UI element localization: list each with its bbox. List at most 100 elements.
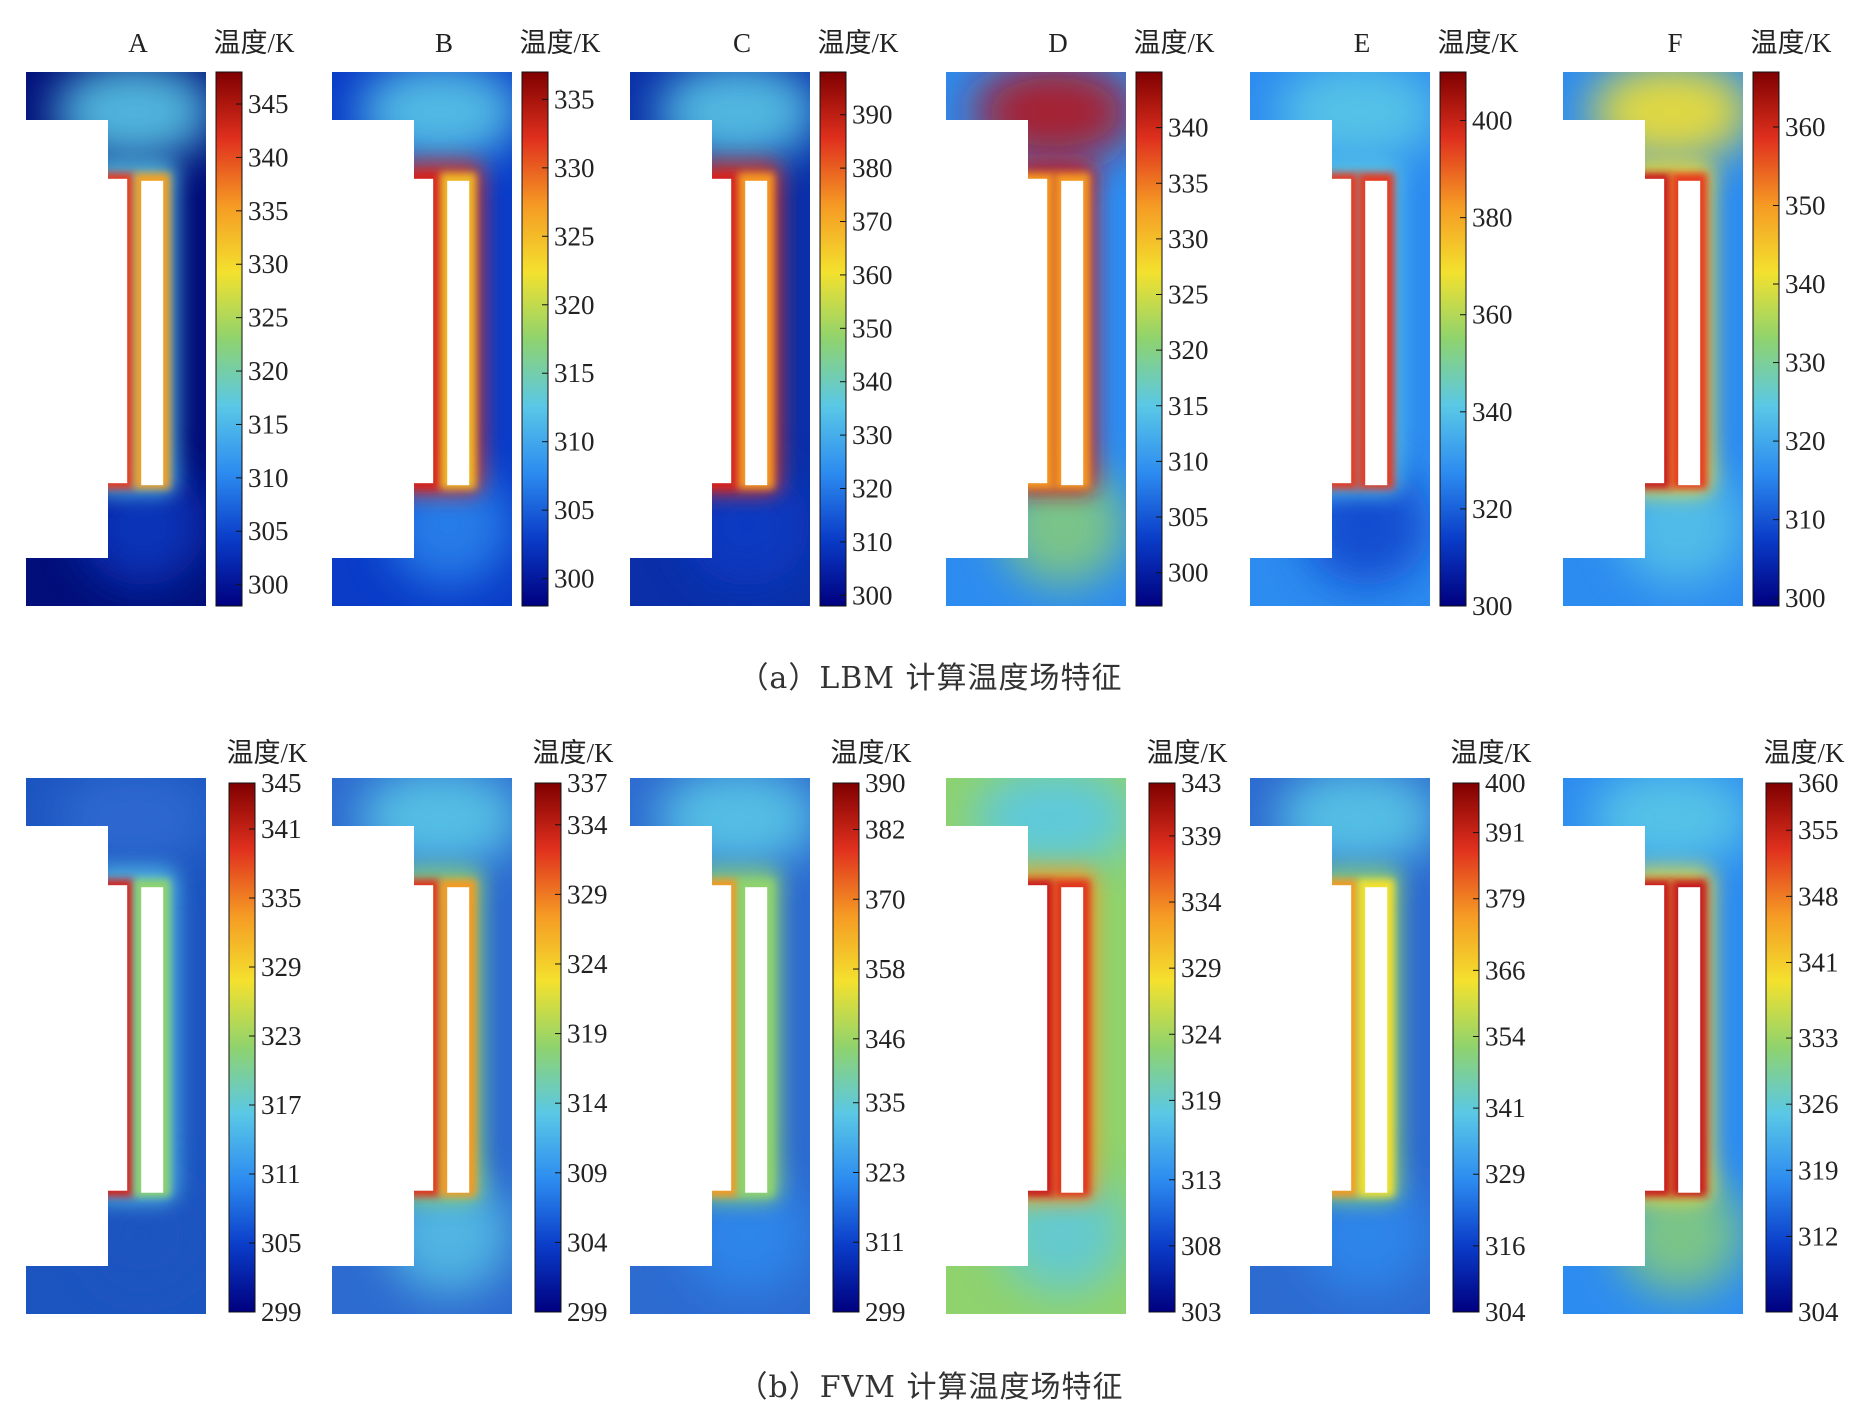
- colorbar-tick-label: 320: [1785, 426, 1826, 456]
- heater-rod: [1025, 885, 1048, 1191]
- colorbar-tick-label: 305: [554, 495, 595, 525]
- colorbar-tick-label: 400: [1472, 106, 1513, 136]
- colorbar-tick-label: 325: [248, 303, 289, 333]
- colorbar: [1135, 71, 1163, 607]
- colorbar-tick-label: 330: [1785, 348, 1826, 378]
- colorbar-tick-label: 299: [865, 1297, 906, 1327]
- colorbar-tick-label: 316: [1485, 1231, 1526, 1261]
- colorbar-tick-label: 400: [1485, 768, 1526, 798]
- panel-label: D: [1048, 28, 1068, 58]
- colorbar-tick-label: 346: [865, 1024, 906, 1054]
- colorbar-tick-label: 320: [554, 290, 595, 320]
- colorbar-tick-label: 335: [261, 883, 302, 913]
- colorbar: [1148, 782, 1176, 1313]
- panel-label: E: [1354, 28, 1371, 58]
- colorbar-tick-label: 311: [865, 1227, 905, 1257]
- colorbar-tick-label: 380: [852, 153, 893, 183]
- colorbar-tick-label: 324: [1181, 1019, 1222, 1049]
- colorbar-tick-label: 310: [1168, 446, 1209, 476]
- colorbar-tick-label: 330: [1168, 224, 1209, 254]
- colorbar: [228, 782, 256, 1313]
- heater-rod: [1642, 885, 1665, 1191]
- heater-rod: [447, 887, 470, 1193]
- heater-rod: [1642, 178, 1665, 484]
- colorbar-tick-label: 320: [1168, 335, 1209, 365]
- colorbar-tick-label: 308: [1181, 1231, 1222, 1261]
- colorbar-tick-label: 325: [554, 221, 595, 251]
- panel-label: B: [435, 28, 453, 58]
- heater-rod: [141, 887, 164, 1193]
- panel-lbm-3: C 温度/K 390 380 370 360 350 340 330 320 310 300: [630, 28, 899, 610]
- colorbar-title: 温度/K: [520, 28, 602, 58]
- colorbar-tick-label: 354: [1485, 1021, 1526, 1051]
- colorbar-tick-label: 382: [865, 815, 906, 845]
- heater-rod: [105, 885, 128, 1191]
- colorbar-tick-label: 305: [261, 1228, 302, 1258]
- heater-rod: [1329, 178, 1352, 484]
- colorbar-tick-label: 341: [1798, 947, 1839, 977]
- colorbar-tick-label: 310: [1785, 505, 1826, 535]
- colorbar: [1439, 71, 1467, 607]
- colorbar-tick-label: 325: [1168, 280, 1209, 310]
- panel-label: C: [733, 28, 751, 58]
- colorbar-tick-label: 335: [1168, 168, 1209, 198]
- panel-label: A: [128, 28, 148, 58]
- colorbar-tick-label: 300: [852, 580, 893, 610]
- heater-rod: [1061, 180, 1084, 486]
- colorbar-tick-label: 330: [554, 153, 595, 183]
- colorbar-tick-label: 300: [1168, 558, 1209, 588]
- colorbar-tick-label: 300: [1472, 591, 1513, 621]
- colorbar-tick-label: 360: [1472, 300, 1513, 330]
- colorbar: [534, 782, 562, 1313]
- colorbar: [1452, 782, 1480, 1313]
- colorbar-tick-label: 380: [1472, 203, 1513, 233]
- colorbar-tick-label: 303: [1181, 1297, 1222, 1327]
- colorbar-tick-label: 319: [1181, 1085, 1222, 1115]
- colorbar-tick-label: 310: [248, 463, 289, 493]
- panel-label: F: [1667, 28, 1682, 58]
- colorbar-tick-label: 310: [554, 427, 595, 457]
- colorbar-tick-label: 319: [567, 1019, 608, 1049]
- colorbar-tick-label: 323: [865, 1157, 906, 1187]
- colorbar-tick-label: 333: [1798, 1023, 1839, 1053]
- panel-lbm-4: D 温度/K 340 335 330 325 320 315 310 305 300: [946, 28, 1215, 607]
- colorbar-tick-label: 350: [1785, 191, 1826, 221]
- colorbar-tick-label: 340: [852, 367, 893, 397]
- colorbar-tick-label: 299: [567, 1297, 608, 1327]
- panel-lbm-2: B 温度/K 335 330 325 320 315 310 305 300: [332, 28, 602, 607]
- colorbar-tick-label: 320: [1472, 494, 1513, 524]
- colorbar-tick-label: 311: [261, 1159, 301, 1189]
- panel-lbm-1: A 温度/K 345 340 335 330 325 320 315 310 305 300: [26, 28, 295, 607]
- colorbar-tick-label: 340: [1785, 269, 1826, 299]
- colorbar-tick-label: 345: [248, 89, 289, 119]
- colorbar-tick-label: 326: [1798, 1089, 1839, 1119]
- colorbar-tick-label: 335: [248, 196, 289, 226]
- heater-rod: [745, 180, 768, 486]
- colorbar-tick-label: 360: [1785, 112, 1826, 142]
- colorbar-title: 温度/K: [818, 28, 900, 58]
- heater-rod: [447, 180, 470, 486]
- heater-rod: [1329, 885, 1352, 1191]
- colorbar-tick-label: 324: [567, 949, 608, 979]
- heater-rod: [709, 178, 732, 484]
- heater-rod: [411, 885, 434, 1191]
- heater-rod: [411, 178, 434, 484]
- panel-lbm-6: F 温度/K 360 350 340 330 320 310 300: [1563, 28, 1832, 613]
- colorbar: [1752, 71, 1780, 607]
- colorbar-tick-label: 335: [554, 84, 595, 114]
- colorbar-title: 温度/K: [533, 738, 615, 768]
- colorbar-tick-label: 305: [1168, 502, 1209, 532]
- colorbar-tick-label: 345: [261, 768, 302, 798]
- colorbar-tick-label: 309: [567, 1158, 608, 1188]
- colorbar-tick-label: 300: [248, 570, 289, 600]
- colorbar-tick-label: 315: [554, 358, 595, 388]
- colorbar-tick-label: 334: [567, 810, 608, 840]
- caption-lbm: （a）LBM 计算温度场特征: [738, 661, 1123, 696]
- caption-fvm: （b）FVM 计算温度场特征: [737, 1370, 1124, 1405]
- colorbar-tick-label: 323: [261, 1021, 302, 1051]
- colorbar-tick-label: 358: [865, 954, 906, 984]
- colorbar-tick-label: 329: [1485, 1159, 1526, 1189]
